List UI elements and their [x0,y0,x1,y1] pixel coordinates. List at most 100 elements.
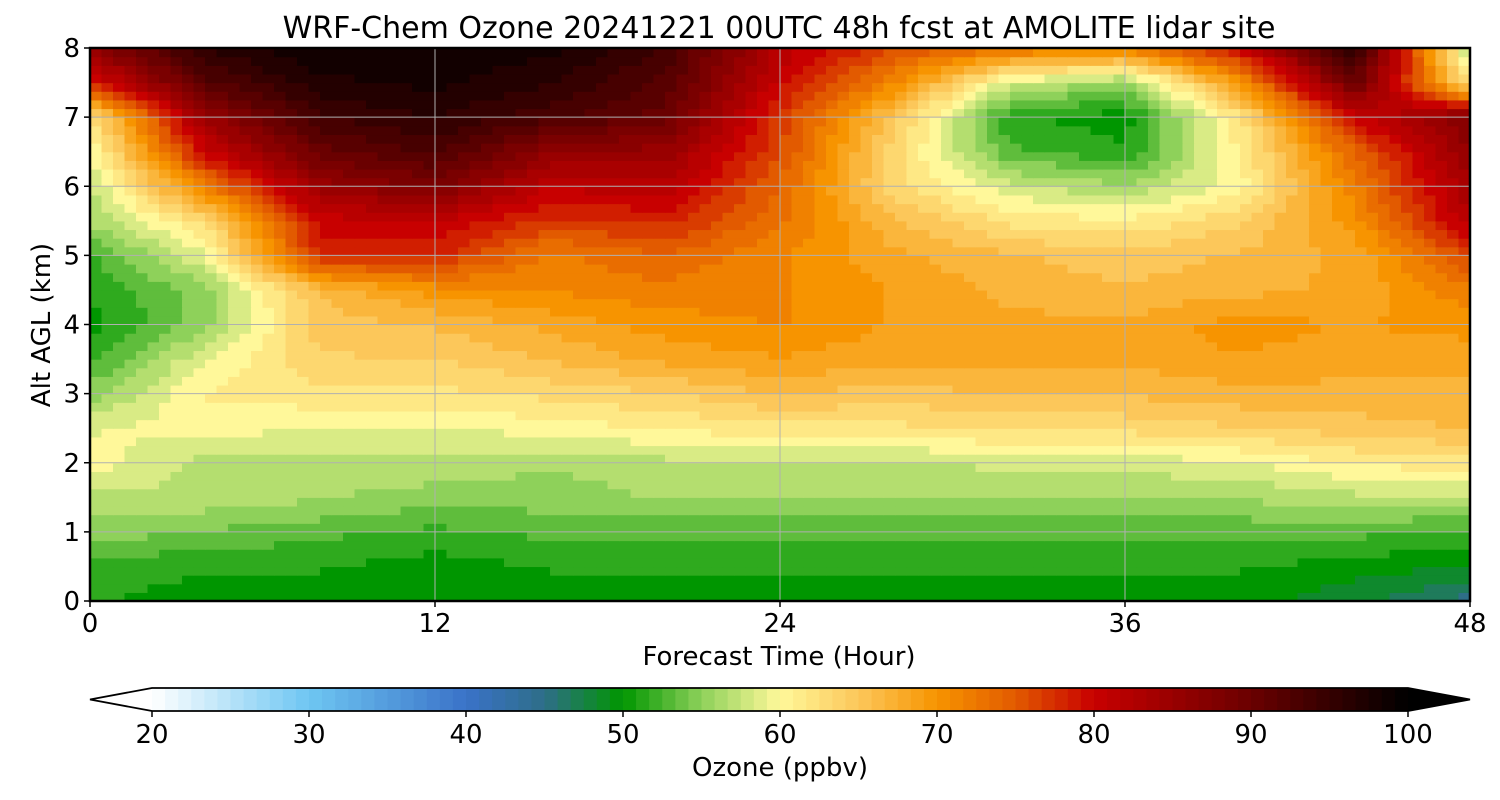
heatmap-cell [159,462,172,472]
heatmap-cell [1067,307,1080,317]
heatmap-cell [527,566,540,576]
heatmap-cell [1447,272,1460,282]
heatmap-cell [860,307,873,317]
heatmap-cell [837,454,850,464]
heatmap-cell [182,549,195,559]
heatmap-cell [366,540,379,550]
heatmap-cell [90,505,103,516]
heatmap-cell [561,557,574,568]
heatmap-cell [1033,289,1046,300]
heatmap-cell [1194,359,1207,369]
heatmap-cell [722,566,735,576]
heatmap-cell [918,531,931,542]
heatmap-cell [711,471,724,481]
heatmap-cell [607,298,620,308]
heatmap-cell [469,436,482,447]
heatmap-cell [722,419,735,429]
heatmap-cell [1033,272,1046,282]
heatmap-cell [1171,376,1184,386]
heatmap-cell [584,514,597,524]
heatmap-cell [1274,255,1287,265]
heatmap-cell [780,436,793,447]
heatmap-cell [1389,505,1402,516]
heatmap-cell [768,384,781,395]
heatmap-cell [860,445,873,455]
heatmap-cell [90,367,103,377]
heatmap-cell [1079,264,1092,274]
heatmap-cell [837,281,850,291]
heatmap-cell [676,307,689,317]
heatmap-cell [837,531,850,542]
heatmap-cell [205,454,218,464]
heatmap-cell [481,445,494,455]
heatmap-cell [354,238,367,248]
heatmap-cell [412,575,425,585]
heatmap-cell [147,454,160,464]
heatmap-cell [389,384,402,395]
heatmap-cell [998,333,1011,343]
heatmap-cell [458,246,471,256]
heatmap-cell [1343,289,1356,300]
heatmap-cell [975,281,988,291]
heatmap-cell [1435,350,1448,360]
heatmap-cell [596,557,609,568]
heatmap-cell [895,557,908,568]
heatmap-cell [354,410,367,421]
heatmap-cell [124,359,137,369]
heatmap-cell [837,549,850,559]
heatmap-cell [895,315,908,326]
heatmap-cell [320,480,333,490]
heatmap-cell [1458,376,1470,386]
heatmap-cell [331,359,344,369]
heatmap-cell [1332,575,1345,585]
heatmap-cell [665,497,678,507]
heatmap-cell [147,246,160,256]
heatmap-cell [1182,436,1195,447]
heatmap-cell [1435,341,1448,352]
heatmap-cell [630,549,643,559]
heatmap-cell [308,393,321,403]
heatmap-cell [285,523,298,533]
heatmap-cell [941,376,954,386]
heatmap-cell [630,298,643,308]
heatmap-cell [1079,341,1092,352]
heatmap-cell [1412,540,1425,550]
heatmap-cell [377,402,390,412]
heatmap-cell [757,315,770,326]
heatmap-cell [1447,505,1460,516]
heatmap-cell [1079,393,1092,403]
heatmap-cell [814,549,827,559]
heatmap-cell [182,462,195,472]
heatmap-cell [860,324,873,334]
heatmap-cell [1389,531,1402,542]
heatmap-cell [1378,557,1391,568]
heatmap-cell [400,272,413,282]
heatmap-cell [619,341,632,352]
heatmap-cell [239,436,252,447]
heatmap-cell [918,255,931,265]
heatmap-cell [584,462,597,472]
heatmap-cell [941,341,954,352]
heatmap-cell [837,315,850,326]
heatmap-cell [205,238,218,248]
heatmap-cell [918,402,931,412]
heatmap-cell [1010,436,1023,447]
heatmap-cell [159,566,172,576]
heatmap-cell [872,497,885,507]
heatmap-cell [642,445,655,455]
heatmap-cell [757,324,770,334]
heatmap-cell [653,566,666,576]
heatmap-cell [1412,454,1425,464]
heatmap-cell [964,376,977,386]
heatmap-cell [458,289,471,300]
heatmap-cell [573,583,586,593]
heatmap-cell [515,531,528,542]
heatmap-cell [1435,402,1448,412]
heatmap-cell [320,341,333,352]
heatmap-cell [1297,255,1310,265]
heatmap-cell [642,549,655,559]
heatmap-cell [1194,419,1207,429]
heatmap-cell [814,480,827,490]
heatmap-cell [1044,298,1057,308]
